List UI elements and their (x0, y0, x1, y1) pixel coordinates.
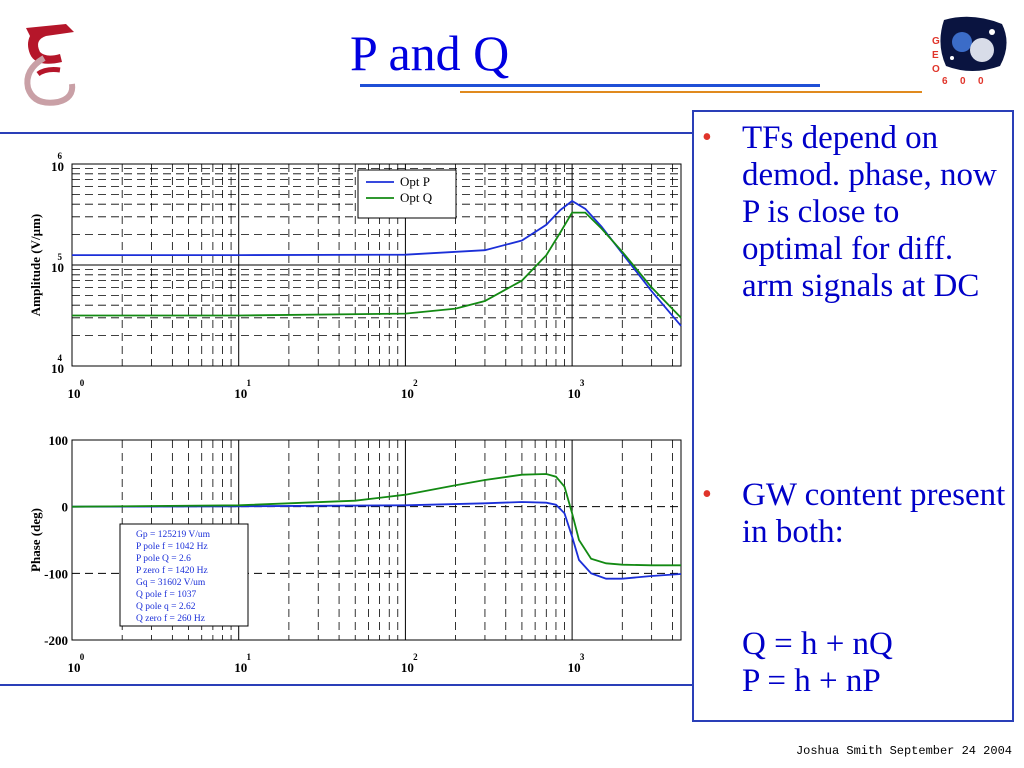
y-tick-label: -200 (44, 633, 68, 648)
slide-footer: Joshua Smith September 24 2004 (795, 744, 1012, 758)
logo-letter: 0 (978, 76, 984, 87)
x-tick-label-exponent: 3 (580, 378, 585, 388)
logo-letter: O (932, 64, 940, 75)
x-tick-label-base: 10 (234, 386, 247, 401)
slide-title: P and Q (350, 25, 510, 81)
x-tick-label: 103 (568, 378, 585, 401)
university-logo (16, 18, 82, 115)
legend-box (357, 169, 457, 219)
x-tick-label-exponent: 2 (413, 378, 418, 388)
x-tick-label-exponent: 0 (80, 378, 85, 388)
y-tick-label: 104 (51, 353, 64, 376)
y-tick-label-base: 10 (51, 159, 64, 174)
equation-q: Q = h + nQ (742, 626, 893, 662)
geo600-logo: G E O 6 0 0 (922, 14, 1012, 94)
divider-line-top (0, 132, 700, 134)
parameter-text: Q pole f = 1037 (136, 589, 196, 600)
x-tick-label: 102 (401, 652, 418, 675)
x-tick-label: 103 (568, 652, 585, 675)
equation-p: P = h + nP (742, 663, 881, 699)
series-line-opt-p (72, 199, 682, 327)
logo-letter: G (932, 36, 940, 47)
y-tick-label-base: 10 (51, 260, 64, 275)
divider-line-bottom (0, 684, 700, 686)
bullet-2: GW content present in both: (742, 477, 1006, 550)
parameter-text: Gq = 31602 V/um (136, 578, 206, 588)
title-underline-blue (360, 84, 820, 87)
x-tick-label-base: 10 (68, 386, 81, 401)
logo-letter: 0 (960, 76, 966, 87)
bullet-box: • TFs depend on demod. phase, now P is c… (692, 110, 1014, 722)
x-tick-label-exponent: 3 (580, 652, 585, 662)
y-tick-label: -100 (44, 566, 68, 581)
parameter-text: P zero f = 1420 Hz (136, 565, 208, 576)
bullet-marker: • (702, 122, 712, 153)
logo-letter: 6 (942, 76, 948, 87)
y-tick-label-exponent: 4 (58, 353, 63, 363)
legend-label: Opt P (400, 174, 430, 189)
parameter-box (119, 523, 249, 627)
bullet-marker: • (702, 479, 712, 510)
legend-label: Opt Q (400, 190, 433, 205)
parameter-text: P pole f = 1042 Hz (136, 541, 208, 552)
logo-letter: E (932, 50, 939, 61)
parameter-text: Gp = 125219 V/um (136, 530, 211, 540)
geo600-logo-graphic (940, 16, 1007, 71)
title-underline-orange (460, 91, 922, 93)
x-tick-label: 100 (68, 378, 85, 401)
parameter-text: P pole Q = 2.6 (136, 554, 191, 564)
parameter-text: Q pole q = 2.62 (136, 602, 196, 612)
x-tick-label-base: 10 (568, 386, 581, 401)
x-tick-label-base: 10 (568, 660, 581, 675)
x-tick-label-base: 10 (401, 386, 414, 401)
y-tick-label-exponent: 5 (58, 252, 63, 262)
x-tick-label-exponent: 1 (246, 652, 251, 662)
y-tick-label: 106 (51, 151, 64, 174)
x-tick-label-base: 10 (234, 660, 247, 675)
x-tick-label-exponent: 1 (246, 378, 251, 388)
x-tick-label: 100 (68, 652, 85, 675)
x-tick-label-base: 10 (401, 660, 414, 675)
bullet-1: TFs depend on demod. phase, now P is clo… (742, 120, 997, 304)
y-axis-label: Phase (deg) (28, 508, 43, 572)
x-tick-label: 101 (234, 652, 251, 675)
x-tick-label: 101 (234, 378, 251, 401)
x-tick-label-base: 10 (68, 660, 81, 675)
x-tick-label: 102 (401, 378, 418, 401)
y-tick-label: 0 (62, 500, 69, 515)
y-axis-label: Amplitude (V/µm) (28, 214, 43, 316)
x-tick-label-exponent: 2 (413, 652, 418, 662)
x-tick-label-exponent: 0 (80, 652, 85, 662)
parameter-text: Q zero f = 260 Hz (136, 613, 205, 624)
series-line-opt-q (72, 211, 682, 319)
series-line-opt-q (71, 473, 681, 567)
y-tick-label: 100 (49, 433, 69, 448)
series-line-opt-p (71, 501, 682, 580)
y-tick-label: 105 (51, 252, 64, 275)
y-tick-label-base: 10 (51, 361, 64, 376)
y-tick-label-exponent: 6 (58, 151, 63, 161)
